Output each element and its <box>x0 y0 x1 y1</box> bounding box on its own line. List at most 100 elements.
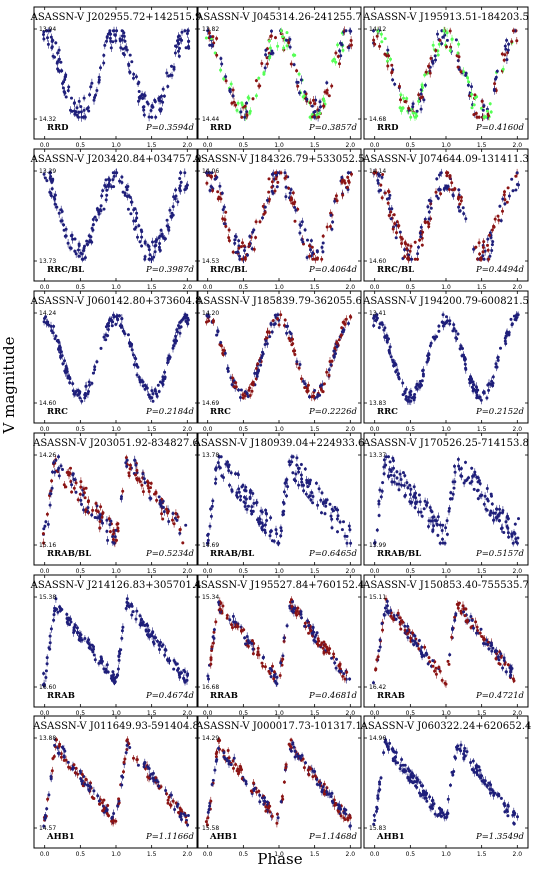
panel: 0.0 0.5 1.0 1.5 2.0 14.20 14.69 ASASSN-V J18583… <box>195 290 362 433</box>
data-point <box>468 481 472 485</box>
data-point <box>515 171 519 175</box>
data-point <box>60 219 64 223</box>
data-point <box>86 506 90 510</box>
data-point <box>321 390 325 394</box>
panel-frame <box>33 432 199 566</box>
panel-title: ASASSN-V J185839.79-362055.6 <box>195 296 362 307</box>
data-point <box>343 181 347 185</box>
data-point <box>260 526 264 530</box>
data-point <box>373 42 377 46</box>
data-point <box>445 532 449 536</box>
data-point <box>316 395 319 398</box>
data-points <box>41 454 188 548</box>
data-point <box>112 174 116 178</box>
data-point <box>252 228 256 232</box>
data-point <box>448 174 452 178</box>
data-point <box>279 534 283 538</box>
data-point <box>228 90 232 94</box>
data-point <box>125 464 129 468</box>
data-point <box>178 528 182 531</box>
data-point <box>313 115 316 119</box>
data-points <box>42 26 191 122</box>
data-point <box>70 483 74 487</box>
data-point <box>218 184 222 188</box>
data-point <box>186 29 190 33</box>
data-point <box>444 526 448 530</box>
period-label: P=0.4064d <box>308 265 358 275</box>
data-point <box>290 343 294 347</box>
data-point <box>181 541 185 545</box>
data-point <box>341 193 345 197</box>
data-point <box>97 80 101 84</box>
data-point <box>209 507 213 511</box>
data-point <box>387 214 391 217</box>
data-point <box>136 235 139 239</box>
data-point <box>112 541 116 545</box>
x-tick-label: 0.5 <box>239 426 249 433</box>
data-point <box>141 380 145 384</box>
variable-type-label: RRD <box>47 123 69 133</box>
data-point <box>143 387 147 391</box>
data-point <box>420 83 424 87</box>
data-point <box>247 242 251 246</box>
x-tick-label: 1.5 <box>310 142 320 149</box>
data-point <box>265 336 269 340</box>
data-point <box>237 244 241 248</box>
data-point <box>411 102 415 106</box>
data-point <box>234 381 238 385</box>
data-point <box>329 363 333 367</box>
data-point <box>320 491 324 495</box>
data-point <box>274 528 278 532</box>
data-point <box>336 530 339 534</box>
data-point <box>386 64 390 68</box>
data-point <box>211 320 215 324</box>
data-point <box>395 231 398 235</box>
data-point <box>108 530 112 534</box>
data-point <box>315 250 319 254</box>
data-point <box>269 322 273 325</box>
data-point <box>454 336 458 340</box>
data-point <box>320 257 324 261</box>
data-point <box>392 466 395 470</box>
x-tick-label: 1.5 <box>477 142 487 149</box>
data-point <box>336 508 340 512</box>
data-point <box>297 366 301 370</box>
period-label: P=0.3594d <box>145 123 195 133</box>
data-point <box>187 40 190 43</box>
data-point <box>325 225 329 229</box>
data-point <box>318 100 322 104</box>
data-point <box>405 481 409 485</box>
data-point <box>127 474 131 478</box>
data-point <box>243 488 247 492</box>
data-point <box>333 199 337 203</box>
data-point <box>172 522 176 526</box>
data-point <box>118 314 121 318</box>
data-point <box>97 75 101 79</box>
data-point <box>152 255 156 259</box>
data-point <box>378 488 382 492</box>
data-point <box>402 96 405 100</box>
data-point <box>281 510 285 514</box>
data-point <box>151 399 155 403</box>
data-point <box>456 457 460 461</box>
data-point <box>211 499 215 503</box>
panel-title: ASASSN-V J180939.04+224933.6 <box>193 438 365 449</box>
data-point <box>57 211 61 215</box>
data-point <box>53 470 57 474</box>
data-point <box>490 249 494 252</box>
data-point <box>448 29 452 33</box>
data-point <box>423 221 427 225</box>
x-tick-label: 2.0 <box>183 142 193 149</box>
data-point <box>42 527 46 531</box>
x-tick-label: 1.5 <box>477 284 487 291</box>
data-point <box>268 46 272 50</box>
period-label: P=0.2226d <box>308 407 358 417</box>
data-point <box>409 393 413 397</box>
data-point <box>214 481 217 485</box>
period-label: P=0.3987d <box>145 265 195 275</box>
data-point <box>478 257 482 261</box>
data-point <box>248 234 252 238</box>
x-tick-label: 0.5 <box>76 426 86 433</box>
y-tick-label: 14.44 <box>202 116 219 123</box>
data-point <box>263 66 267 70</box>
